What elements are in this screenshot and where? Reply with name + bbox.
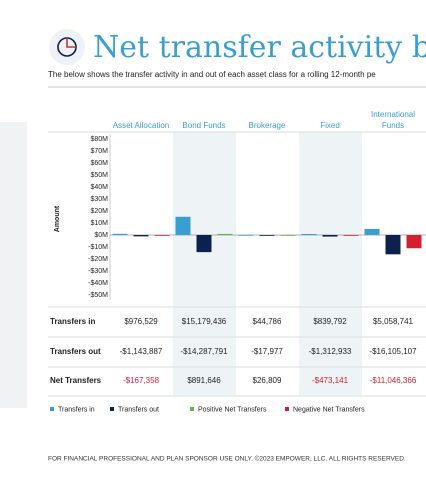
y-tick-label: -$30M bbox=[88, 268, 108, 275]
value-label: $891,646 bbox=[187, 376, 221, 385]
y-tick-label: $10M bbox=[90, 220, 108, 227]
row-label: Transfers out bbox=[50, 347, 101, 356]
bar bbox=[217, 233, 233, 235]
y-tick-label: -$40M bbox=[88, 280, 108, 287]
footer: FOR FINANCIAL PROFESSIONAL AND PLAN SPON… bbox=[48, 455, 406, 463]
y-tick-label: $70M bbox=[90, 148, 108, 155]
bar bbox=[154, 235, 170, 236]
value-label: -$17,977 bbox=[251, 347, 283, 356]
bar bbox=[385, 235, 401, 255]
y-axis-label: Amount bbox=[54, 205, 61, 232]
value-label: $5,058,741 bbox=[373, 317, 414, 326]
legend-label: Positive Net Transfers bbox=[198, 406, 267, 413]
value-label: $976,529 bbox=[124, 317, 158, 326]
value-label: -$16,105,107 bbox=[369, 347, 417, 356]
side-panel bbox=[0, 122, 27, 408]
value-label: -$1,143,887 bbox=[120, 347, 163, 356]
legend-swatch bbox=[50, 407, 54, 411]
bar bbox=[175, 216, 191, 235]
legend-label: Transfers in bbox=[58, 406, 95, 413]
column-shade bbox=[173, 132, 236, 395]
subtitle: The below shows the transfer activity in… bbox=[48, 70, 376, 79]
legend-swatch bbox=[285, 407, 289, 411]
title-icon bbox=[66, 38, 76, 48]
y-tick-label: -$10M bbox=[88, 244, 108, 251]
y-tick-label: -$20M bbox=[88, 256, 108, 263]
legend-label: Negative Net Transfers bbox=[293, 406, 365, 413]
y-tick-label: $20M bbox=[90, 208, 108, 215]
bar bbox=[280, 234, 296, 236]
y-tick-label: -$50M bbox=[88, 292, 108, 299]
value-label: -$14,287,791 bbox=[180, 347, 228, 356]
value-label: $839,792 bbox=[313, 317, 347, 326]
y-tick-label: $80M bbox=[90, 136, 108, 143]
category-header: Bond Funds bbox=[182, 121, 226, 130]
y-tick-label: $40M bbox=[90, 184, 108, 191]
legend-label: Transfers out bbox=[118, 406, 159, 413]
legend-swatch bbox=[190, 407, 194, 411]
bar bbox=[322, 235, 338, 237]
value-label: -$1,312,933 bbox=[309, 347, 352, 356]
value-label: $26,809 bbox=[253, 376, 282, 385]
category-header: Brokerage bbox=[248, 121, 286, 130]
bar bbox=[112, 233, 128, 235]
value-label: -$11,046,366 bbox=[370, 376, 417, 385]
category-header: Fixed bbox=[320, 121, 340, 130]
title: Net transfer activity by bbox=[93, 30, 426, 65]
legend-swatch bbox=[110, 407, 114, 411]
bar bbox=[343, 235, 359, 236]
value-label: $44,786 bbox=[253, 317, 282, 326]
column-shade bbox=[299, 132, 362, 395]
category-header: Asset Allocation bbox=[112, 121, 170, 130]
bar bbox=[196, 235, 212, 253]
bar bbox=[301, 233, 317, 235]
bar bbox=[238, 234, 254, 236]
value-label: -$167,358 bbox=[123, 376, 160, 385]
value-label: $15,179,436 bbox=[182, 317, 227, 326]
y-tick-label: $50M bbox=[90, 172, 108, 179]
bar bbox=[364, 228, 380, 235]
row-label: Transfers in bbox=[50, 317, 95, 326]
y-tick-label: $0M bbox=[94, 232, 108, 239]
y-tick-label: $60M bbox=[90, 160, 108, 167]
y-tick-label: $30M bbox=[90, 196, 108, 203]
category-header: International Funds bbox=[370, 110, 416, 130]
row-label: Net Transfers bbox=[50, 376, 102, 385]
bar bbox=[133, 235, 149, 237]
bar bbox=[406, 235, 422, 249]
value-label: -$473,141 bbox=[312, 376, 349, 385]
bar bbox=[259, 235, 275, 236]
